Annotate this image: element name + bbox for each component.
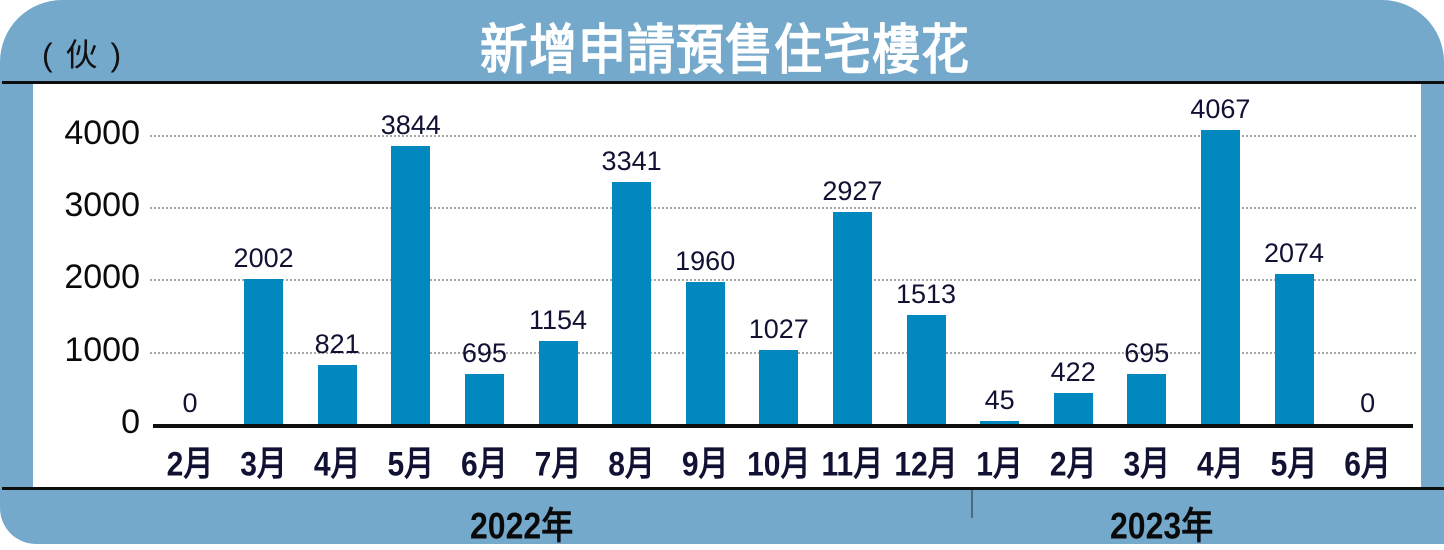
year-label-2022: 2022年 <box>470 505 574 547</box>
bar-value-label: 45 <box>984 384 1015 415</box>
bar <box>906 314 946 424</box>
bar-value-label: 1960 <box>675 246 736 277</box>
bar-value-label: 0 <box>1360 388 1376 418</box>
bar <box>464 373 504 424</box>
bar <box>391 146 431 424</box>
x-tick-label: 2月 <box>166 445 214 484</box>
x-tick-label: 4月 <box>1197 445 1244 484</box>
bar-value-label: 1513 <box>895 278 957 309</box>
y-tick-label: 4000 <box>64 113 140 152</box>
bar-value-label: 2927 <box>822 176 883 207</box>
x-tick-label: 5月 <box>387 445 435 484</box>
x-tick-label: 3月 <box>240 445 287 484</box>
bar <box>980 420 1020 424</box>
bar <box>832 212 872 424</box>
gridline <box>150 279 1416 282</box>
x-tick-label: 12月 <box>894 445 958 484</box>
x-tick-label: 6月 <box>461 445 508 484</box>
bottom-rule <box>2 487 1444 490</box>
bar <box>1274 274 1314 424</box>
x-tick-label: 1月 <box>976 445 1023 484</box>
bar-value-label: 821 <box>314 328 360 359</box>
gridline <box>150 207 1416 210</box>
x-tick-label: 2月 <box>1049 445 1097 484</box>
x-tick-label: 10月 <box>747 445 811 484</box>
x-tick-label: 3月 <box>1123 445 1171 484</box>
bar-value-label: 1027 <box>748 313 809 344</box>
bar-value-label: 695 <box>461 337 507 368</box>
x-tick-label: 9月 <box>681 445 729 484</box>
bar <box>538 340 578 424</box>
x-tick-label: 11月 <box>821 445 884 484</box>
x-tick-label: 8月 <box>608 445 655 484</box>
bar-value-label: 695 <box>1124 337 1170 368</box>
bar-value-label: 2074 <box>1263 238 1325 269</box>
y-tick-label: 0 <box>121 403 140 441</box>
gridline <box>150 134 1416 137</box>
year-label-2023: 2023年 <box>1110 505 1214 547</box>
bar <box>1127 373 1167 424</box>
bar-value-label: 3341 <box>601 146 662 177</box>
top-rule <box>2 81 1444 84</box>
bar <box>317 364 357 424</box>
bar <box>685 282 725 424</box>
bar <box>1053 393 1093 424</box>
x-tick-label: 4月 <box>313 445 361 484</box>
bar <box>244 279 284 424</box>
chart-title: 新增申請預售住宅樓花 <box>480 21 971 82</box>
x-tick-label: 7月 <box>534 445 582 484</box>
year-divider <box>971 490 973 518</box>
bar-value-label: 3844 <box>380 110 441 141</box>
x-tick-label: 5月 <box>1270 445 1318 484</box>
bar <box>612 182 652 424</box>
x-axis-baseline <box>153 424 1413 428</box>
bar <box>1200 129 1240 424</box>
bar-value-label: 4067 <box>1190 93 1251 124</box>
x-tick-label: 6月 <box>1344 445 1391 484</box>
bar <box>759 349 799 424</box>
y-tick-label: 1000 <box>64 330 140 369</box>
y-tick-label: 3000 <box>64 186 140 225</box>
bar-value-label: 2002 <box>233 243 294 274</box>
bar-value-label: 0 <box>182 388 198 418</box>
y-axis-unit-label: ( 伙 ) <box>42 37 124 73</box>
y-tick-label: 2000 <box>64 258 140 297</box>
bar-value-label: 422 <box>1050 357 1096 388</box>
bar-value-label: 1154 <box>528 304 588 335</box>
